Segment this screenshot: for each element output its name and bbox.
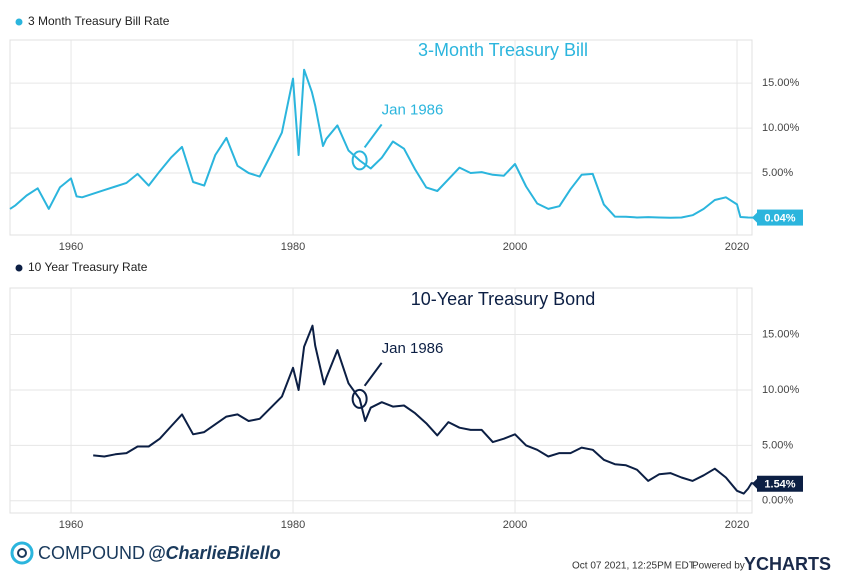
x-tick-label: 1980 — [281, 241, 305, 253]
annotation-line — [363, 362, 383, 387]
y-tick-label: 5.00% — [762, 167, 793, 179]
y-tick-label: 15.00% — [762, 328, 800, 340]
plot-frame — [9, 287, 753, 514]
chart-title: 10-Year Treasury Bond — [411, 289, 595, 309]
annotation-line — [363, 123, 383, 149]
logo — [10, 541, 34, 565]
brand: COMPOUND — [38, 543, 145, 563]
x-tick-label: 1980 — [281, 519, 305, 531]
annotation-text: Jan 1986 — [382, 340, 444, 357]
handle: @CharlieBilello — [148, 543, 281, 563]
y-tick-label: 15.00% — [762, 77, 800, 89]
plot-frame — [9, 39, 753, 236]
series-line — [9, 68, 757, 219]
x-tick-label: 2000 — [503, 241, 527, 253]
y-tick-label: 5.00% — [762, 439, 793, 451]
annotation-circle — [351, 388, 368, 409]
end-label-pointer — [752, 478, 757, 489]
end-label: 0.04% — [764, 212, 795, 224]
x-tick-label: 2020 — [725, 241, 749, 253]
logo — [17, 548, 27, 558]
x-tick-label: 1960 — [59, 241, 83, 253]
powered-by: Powered by — [692, 561, 745, 572]
y-tick-label: 0.00% — [762, 495, 793, 507]
provider: YCHARTS — [744, 554, 831, 574]
legend-label: 3 Month Treasury Bill Rate — [28, 14, 170, 28]
legend-marker — [15, 264, 23, 272]
y-tick-label: 10.00% — [762, 122, 800, 134]
end-label-bg — [757, 475, 803, 492]
chart-title: 3-Month Treasury Bill — [418, 40, 588, 60]
x-tick-label: 2020 — [725, 519, 749, 531]
legend-marker — [15, 18, 23, 26]
legend-label: 10 Year Treasury Rate — [28, 260, 148, 274]
end-label-bg — [757, 209, 803, 226]
x-tick-label: 2000 — [503, 519, 527, 531]
footer: COMPOUND @CharlieBilello Oct 07 2021, 12… — [10, 541, 831, 574]
x-tick-label: 1960 — [59, 519, 83, 531]
end-label: 1.54% — [764, 479, 795, 491]
series-line — [93, 324, 757, 495]
y-tick-label: 10.00% — [762, 384, 800, 396]
annotation-circle — [351, 150, 368, 171]
end-label-pointer — [752, 212, 757, 223]
timestamp: Oct 07 2021, 12:25PM EDT. — [572, 561, 697, 572]
annotation-text: Jan 1986 — [382, 101, 444, 118]
